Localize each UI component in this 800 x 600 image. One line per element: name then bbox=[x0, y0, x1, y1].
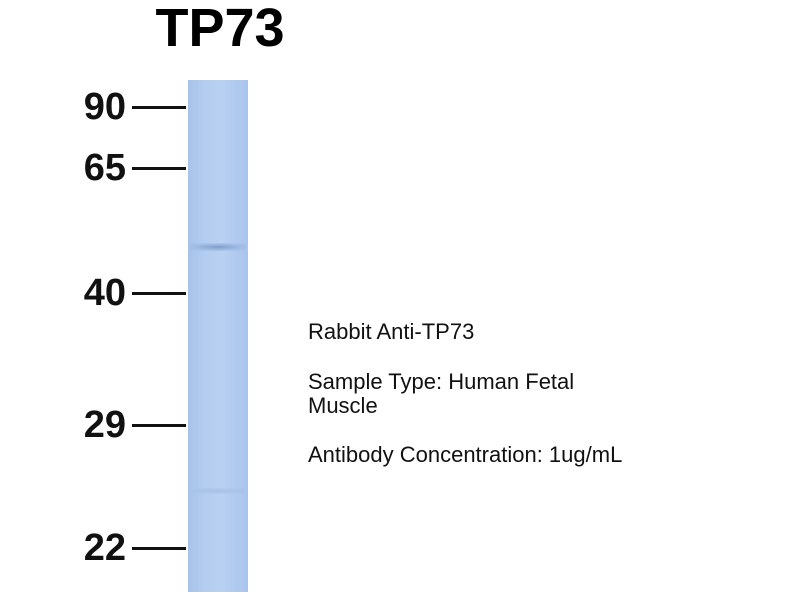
marker-label: 29 bbox=[83, 404, 126, 446]
sample-type-note: Sample Type: Human Fetal bbox=[308, 369, 575, 394]
marker-label: 22 bbox=[83, 527, 126, 569]
antibody-note: Rabbit Anti-TP73 bbox=[308, 319, 475, 344]
marker-tick bbox=[132, 547, 186, 550]
protein-band bbox=[190, 243, 246, 251]
marker-label: 65 bbox=[83, 147, 126, 189]
marker-label: 90 bbox=[83, 86, 126, 128]
sample-type-note: Muscle bbox=[308, 393, 378, 418]
faint-band bbox=[192, 488, 244, 494]
marker-tick bbox=[132, 292, 186, 295]
marker-tick bbox=[132, 424, 186, 427]
blot-title: TP73 bbox=[155, 0, 285, 58]
concentration-note: Antibody Concentration: 1ug/mL bbox=[308, 442, 623, 467]
blot-lane bbox=[188, 80, 248, 592]
marker-tick bbox=[132, 167, 186, 170]
marker-tick bbox=[132, 106, 186, 109]
marker-label: 40 bbox=[83, 272, 126, 314]
